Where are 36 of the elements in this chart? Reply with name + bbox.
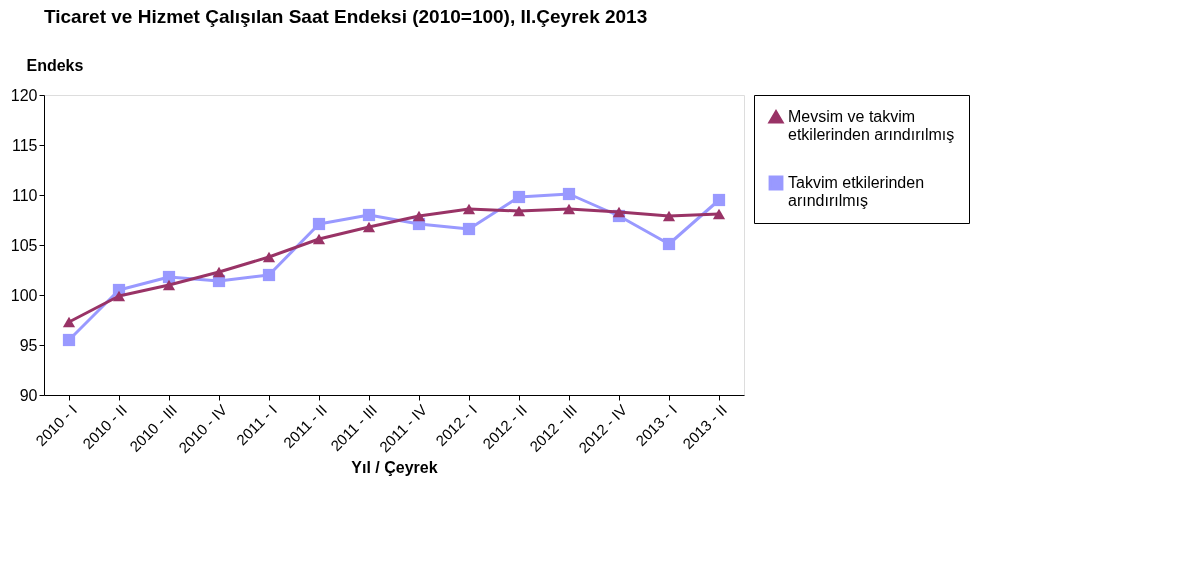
point bbox=[512, 190, 526, 204]
x-axis-title: Yıl / Çeyrek bbox=[351, 459, 438, 477]
y-tick-label: 110 bbox=[11, 186, 38, 204]
y-tick-label: 120 bbox=[10, 86, 38, 104]
y-tick-label: 115 bbox=[11, 136, 38, 154]
point bbox=[312, 217, 326, 231]
chart-title: Ticaret ve Hizmet Çalışılan Saat Endeksi (2010=100), II.Çeyrek 2013 bbox=[44, 6, 648, 27]
point bbox=[112, 290, 126, 302]
y-tick-label: 105 bbox=[10, 236, 38, 254]
point bbox=[562, 187, 576, 201]
point bbox=[262, 251, 276, 263]
point bbox=[462, 203, 476, 215]
point bbox=[612, 206, 626, 218]
y-axis-title: Endeks bbox=[26, 56, 84, 74]
y-tick-label: 90 bbox=[19, 386, 38, 404]
point bbox=[662, 210, 676, 222]
point bbox=[712, 208, 726, 220]
point bbox=[62, 333, 76, 347]
point bbox=[162, 279, 176, 291]
point bbox=[362, 208, 376, 222]
legend-label: Takvim etkilerinden arındırılmış bbox=[788, 174, 925, 209]
point bbox=[162, 270, 176, 284]
y-tick-label: 100 bbox=[10, 286, 38, 304]
point bbox=[212, 266, 226, 278]
point bbox=[362, 221, 376, 233]
point bbox=[262, 268, 276, 282]
point bbox=[512, 205, 526, 217]
y-tick-label: 95 bbox=[19, 336, 38, 354]
point bbox=[562, 203, 576, 215]
point bbox=[712, 193, 726, 207]
point bbox=[412, 210, 426, 222]
point bbox=[312, 233, 326, 245]
point bbox=[662, 237, 676, 251]
point bbox=[62, 316, 76, 328]
point bbox=[462, 222, 476, 236]
legend-label: Mevsim ve takvim etkilerinden arındırılmış bbox=[788, 108, 955, 143]
